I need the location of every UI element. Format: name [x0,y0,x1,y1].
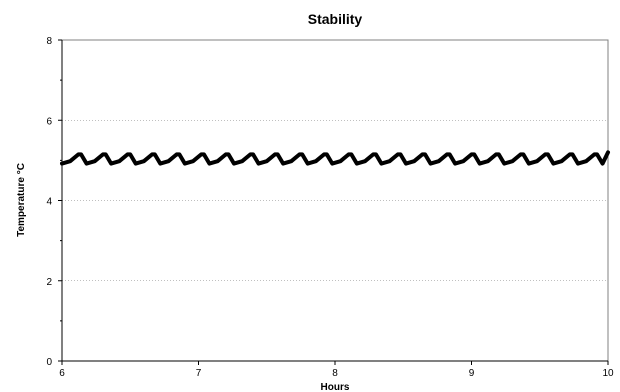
x-tick-label-6: 6 [59,368,65,379]
axis-ticks: 0 2 4 6 8 6 7 8 9 10 [46,36,614,379]
y-axis-label: Temperature °C [16,163,27,237]
x-tick-label-7: 7 [196,368,202,379]
gridlines [62,119,608,282]
y-tick-label-0: 0 [46,357,52,368]
x-axis-label: Hours [321,382,350,392]
y-tick-label-4: 4 [46,197,52,208]
x-tick-label-10: 10 [602,368,614,379]
series-line-0 [60,150,610,166]
y-tick-label-2: 2 [46,277,52,288]
y-tick-label-6: 6 [46,116,52,127]
x-tick-label-9: 9 [469,368,475,379]
chart-title: Stability [308,11,363,27]
y-tick-label-8: 8 [46,36,52,47]
x-tick-label-8: 8 [332,368,338,379]
series-layer [60,150,610,166]
